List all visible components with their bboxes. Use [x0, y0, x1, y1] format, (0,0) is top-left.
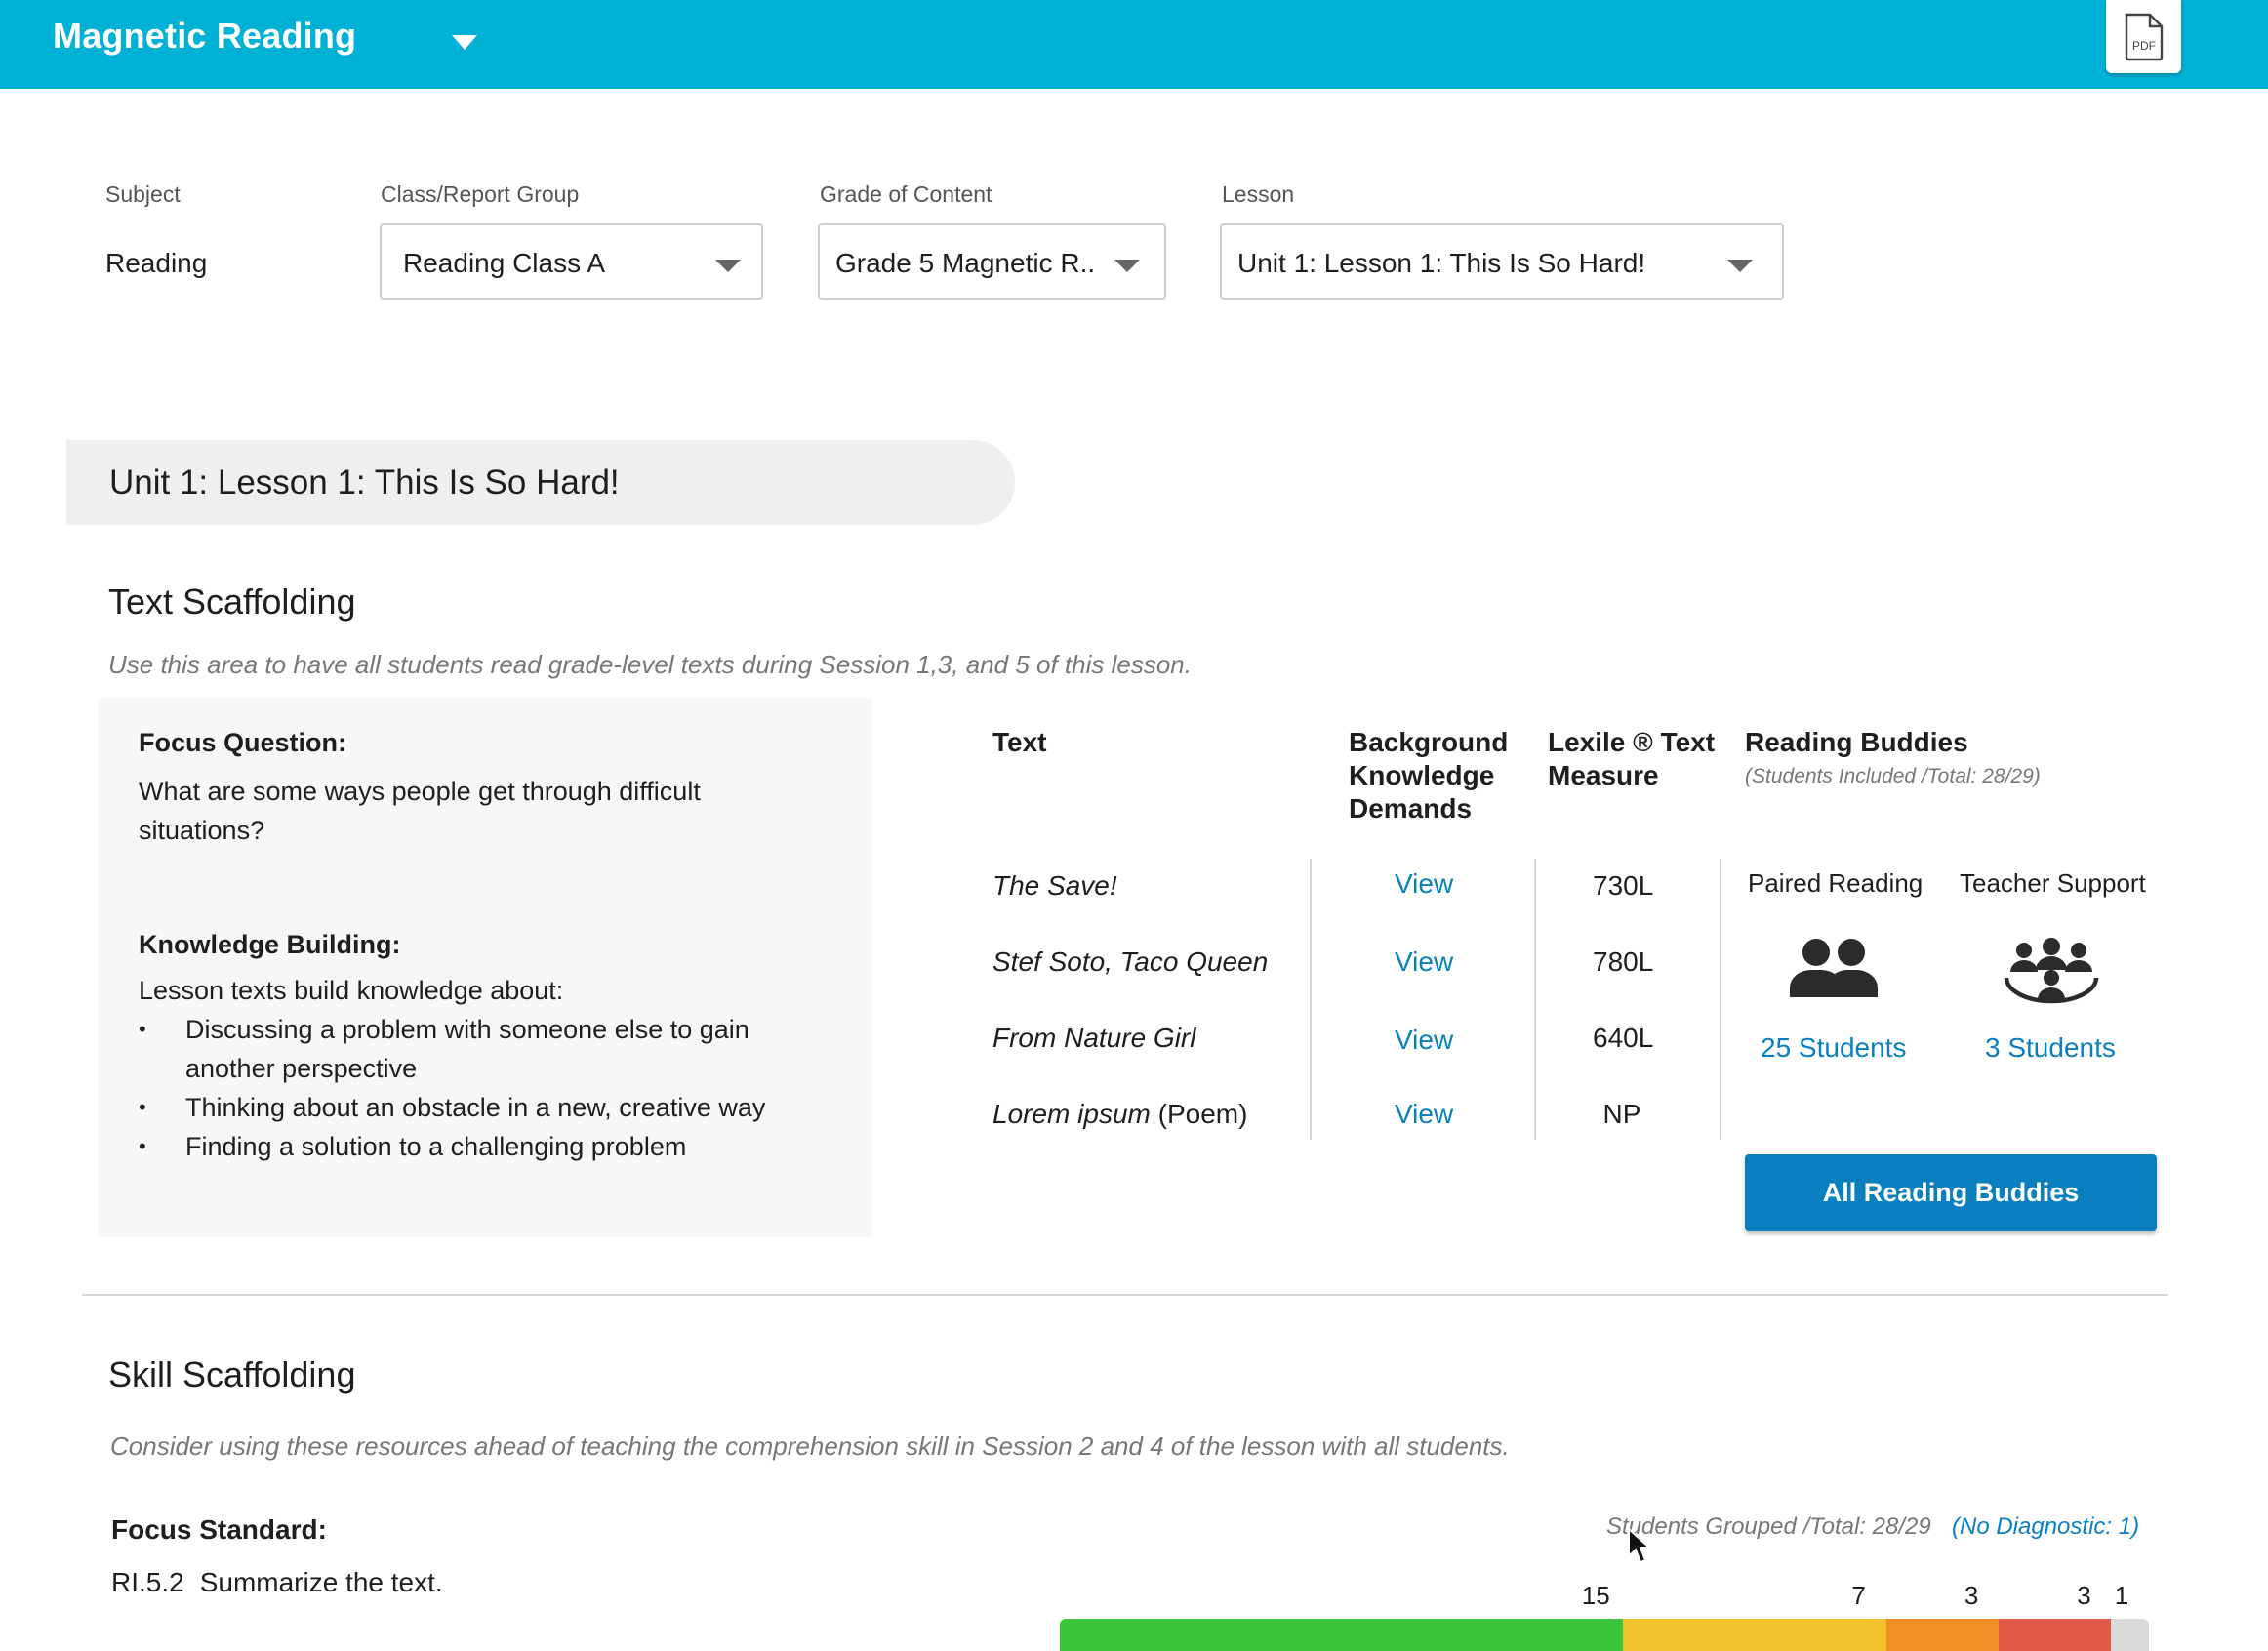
text-title: Lorem ipsum (Poem) — [992, 1099, 1248, 1129]
view-background-link[interactable]: View — [1395, 1025, 1454, 1055]
text-scaffolding-subtitle: Use this area to have all students read … — [108, 650, 1192, 679]
segment-count-label: 1 — [2114, 1581, 2129, 1610]
knowledge-intro: Lesson texts build knowledge about: — [139, 976, 564, 1005]
paired-reading-label: Paired Reading — [1748, 868, 1924, 898]
subject-value: Reading — [105, 248, 208, 278]
grade-value: Grade 5 Magnetic R.. — [835, 248, 1096, 278]
mouse-pointer-icon — [1628, 1527, 1652, 1564]
focus-question-text: What are some ways people get through di… — [139, 777, 701, 845]
list-item: Discussing a problem with someone else t… — [139, 1010, 841, 1088]
view-background-link[interactable]: View — [1395, 946, 1454, 977]
skill-scaffolding-subtitle: Consider using these resources ahead of … — [110, 1431, 1510, 1461]
lesson-banner: Unit 1: Lesson 1: This Is So Hard! — [66, 440, 1015, 525]
lesson-title: Unit 1: Lesson 1: This Is So Hard! — [109, 463, 620, 502]
class-group-select[interactable]: Reading Class A — [380, 223, 763, 300]
class-group-value: Reading Class A — [403, 248, 606, 278]
grouping-bar-segment[interactable] — [1885, 1619, 2000, 1651]
skill-scaffolding-title: Skill Scaffolding — [108, 1354, 356, 1394]
lesson-label: Lesson — [1222, 181, 1295, 207]
paired-reading-students-link[interactable]: 25 Students — [1761, 1032, 1907, 1063]
standard-text: Summarize the text. — [199, 1567, 443, 1597]
column-divider — [1534, 859, 1536, 1140]
grouping-bar-segment[interactable] — [1623, 1619, 1886, 1651]
all-reading-buddies-button[interactable]: All Reading Buddies — [1745, 1154, 2157, 1231]
teacher-support-label: Teacher Support — [1960, 868, 2146, 898]
segment-count-label: 7 — [1851, 1581, 1866, 1610]
view-background-link[interactable]: View — [1395, 868, 1454, 899]
pdf-export-button[interactable]: PDF — [2106, 0, 2181, 73]
lexile-measure: 780L — [1593, 946, 1654, 977]
view-background-link[interactable]: View — [1395, 1099, 1454, 1129]
app-title: Magnetic Reading — [53, 16, 357, 56]
grade-label: Grade of Content — [820, 181, 992, 207]
chevron-down-icon — [1727, 260, 1753, 272]
list-item: Finding a solution to a challenging prob… — [139, 1127, 841, 1166]
column-divider — [1310, 859, 1312, 1140]
text-title: Stef Soto, Taco Queen — [992, 946, 1269, 977]
grade-select[interactable]: Grade 5 Magnetic R.. — [818, 223, 1166, 300]
reading-buddies-subheader: (Students Included /Total: 28/29) — [1745, 765, 2041, 787]
grouping-bar — [1060, 1619, 2149, 1651]
class-group-label: Class/Report Group — [381, 181, 580, 207]
subject-label: Subject — [105, 181, 181, 207]
column-header-background: Background Knowledge Demands — [1349, 727, 1509, 824]
top-bar: Magnetic Reading PDF — [0, 0, 2268, 89]
chevron-down-icon — [715, 260, 741, 272]
group-circle-icon — [2004, 938, 2099, 1004]
lexile-measure: 640L — [1593, 1023, 1654, 1053]
text-title: The Save! — [992, 870, 1117, 901]
knowledge-building-label: Knowledge Building: — [139, 930, 401, 959]
no-diagnostic-link[interactable]: (No Diagnostic: 1) — [1952, 1513, 2140, 1540]
chevron-down-icon — [1114, 260, 1140, 272]
column-header-text: Text — [992, 727, 1047, 757]
students-grouped-text: Students Grouped /Total: 28/29 — [1606, 1513, 1931, 1540]
grouping-bar-segment[interactable] — [2111, 1619, 2149, 1651]
column-header-lexile: Lexile ® Text Measure — [1548, 727, 1716, 790]
lexile-measure: NP — [1602, 1099, 1641, 1129]
text-title: From Nature Girl — [992, 1023, 1196, 1053]
grouping-bar-segment[interactable] — [1060, 1619, 1624, 1651]
focus-standard: RI.5.2 Summarize the text. — [111, 1567, 443, 1598]
focus-panel: Focus Question: What are some ways peopl… — [98, 698, 872, 1237]
pdf-icon-label: PDF — [2132, 39, 2156, 53]
teacher-support-students-link[interactable]: 3 Students — [1985, 1032, 2116, 1063]
lesson-value: Unit 1: Lesson 1: This Is So Hard! — [1237, 248, 1646, 278]
segment-count-label: 3 — [2077, 1581, 2091, 1610]
pdf-file-icon: PDF — [2125, 13, 2163, 60]
focus-question-label: Focus Question: — [139, 728, 347, 757]
segment-count-label: 15 — [1581, 1581, 1610, 1610]
standard-code: RI.5.2 — [111, 1567, 184, 1597]
knowledge-list: Discussing a problem with someone else t… — [139, 1010, 841, 1166]
segment-count-label: 3 — [1964, 1581, 1979, 1610]
column-header-reading-buddies: Reading Buddies — [1745, 727, 1968, 757]
grouping-bar-segment[interactable] — [1999, 1619, 2112, 1651]
two-people-icon — [1790, 939, 1878, 997]
app-switcher-chevron-down-icon[interactable] — [452, 35, 477, 50]
lesson-select[interactable]: Unit 1: Lesson 1: This Is So Hard! — [1220, 223, 1784, 300]
focus-standard-label: Focus Standard: — [111, 1514, 327, 1545]
text-scaffolding-title: Text Scaffolding — [108, 582, 356, 622]
list-item: Thinking about an obstacle in a new, cre… — [139, 1088, 841, 1127]
column-divider — [1720, 859, 1721, 1140]
lexile-measure: 730L — [1593, 870, 1654, 901]
section-divider — [82, 1294, 2168, 1296]
